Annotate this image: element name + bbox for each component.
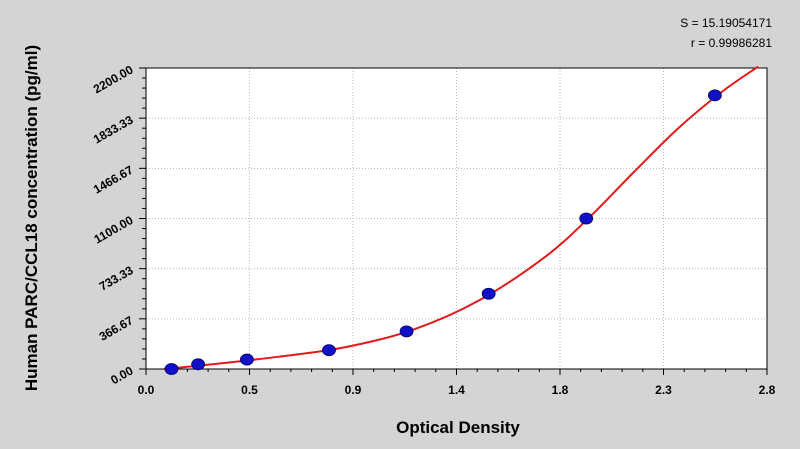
data-point	[481, 287, 496, 300]
data-point	[191, 358, 206, 371]
x-axis-title: Optical Density	[396, 418, 520, 437]
y-tick-label: 733.33	[97, 263, 136, 294]
y-tick-label: 2200.00	[91, 62, 136, 96]
y-tick-label: 1100.00	[92, 213, 136, 247]
x-tick-label: 1.4	[448, 383, 465, 397]
plot-frame	[145, 67, 768, 370]
axes	[139, 67, 768, 375]
data-point	[399, 325, 414, 338]
x-tick-label: 0.0	[138, 383, 155, 397]
x-tick-label: 2.3	[655, 383, 672, 397]
stat-s: S = 15.19054171	[680, 16, 772, 30]
fit-curve	[163, 65, 759, 370]
data-point	[240, 353, 254, 366]
x-tick-label: 1.8	[552, 383, 569, 397]
y-tick-label: 366.67	[97, 313, 136, 344]
grid	[146, 68, 767, 369]
y-tick-label: 1833.33	[91, 112, 136, 146]
stat-r: r = 0.99986281	[691, 36, 772, 50]
x-tick-label: 0.5	[241, 383, 258, 397]
data-point	[579, 212, 594, 225]
data-point	[322, 344, 336, 357]
x-tick-label: 0.9	[345, 383, 362, 397]
data-points	[164, 89, 722, 375]
data-point	[707, 89, 722, 102]
y-tick-label: 0.00	[108, 363, 136, 387]
data-point	[164, 363, 179, 375]
y-axis-title: Human PARC/CCL18 concentration (pg/ml)	[22, 45, 41, 391]
y-tick-label: 1466.67	[91, 163, 136, 197]
x-tick-label: 2.8	[759, 383, 776, 397]
